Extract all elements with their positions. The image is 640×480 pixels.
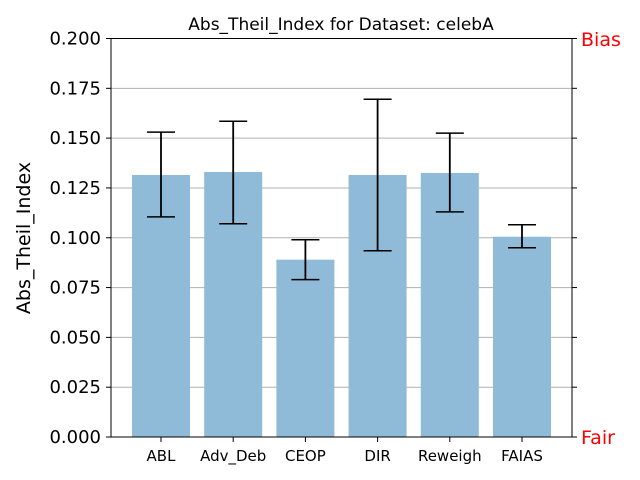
y-tick-label: 0.175 bbox=[49, 78, 101, 99]
chart-title: Abs_Theil_Index for Dataset: celebA bbox=[188, 15, 494, 35]
bars bbox=[132, 171, 551, 437]
y-axis-ticks: 0.000 0.025 0.050 0.075 0.100 0.125 0.150 0.175… bbox=[49, 29, 577, 448]
x-tick-label: Adv_Deb bbox=[200, 447, 266, 466]
x-tick-label: DIR bbox=[364, 447, 390, 465]
y-tick-label: 0.025 bbox=[49, 377, 101, 398]
y-axis-label: Abs_Theil_Index bbox=[13, 162, 35, 314]
x-tick-label: CEOP bbox=[285, 447, 326, 465]
y-tick-label: 0.000 bbox=[49, 427, 101, 448]
bar-faias bbox=[493, 236, 551, 437]
y-tick-label: 0.100 bbox=[49, 228, 101, 249]
x-axis-ticks: ABL Adv_Deb CEOP DIR Reweigh FAIAS bbox=[147, 437, 543, 466]
bar-reweigh bbox=[420, 172, 479, 437]
y-tick-label: 0.075 bbox=[49, 278, 101, 299]
x-tick-label: Reweigh bbox=[418, 447, 482, 465]
x-tick-label: FAIAS bbox=[501, 447, 543, 465]
fair-label: Fair bbox=[581, 427, 615, 449]
y-tick-label: 0.125 bbox=[49, 178, 101, 199]
bar-abl bbox=[132, 174, 190, 437]
y-tick-label: 0.200 bbox=[49, 29, 101, 50]
bias-label: Bias bbox=[581, 29, 621, 51]
y-tick-label: 0.150 bbox=[49, 128, 101, 149]
y-tick-label: 0.050 bbox=[49, 327, 101, 348]
error-bars bbox=[147, 98, 536, 281]
bar-ceop bbox=[276, 259, 335, 437]
x-tick-label: ABL bbox=[147, 447, 177, 465]
